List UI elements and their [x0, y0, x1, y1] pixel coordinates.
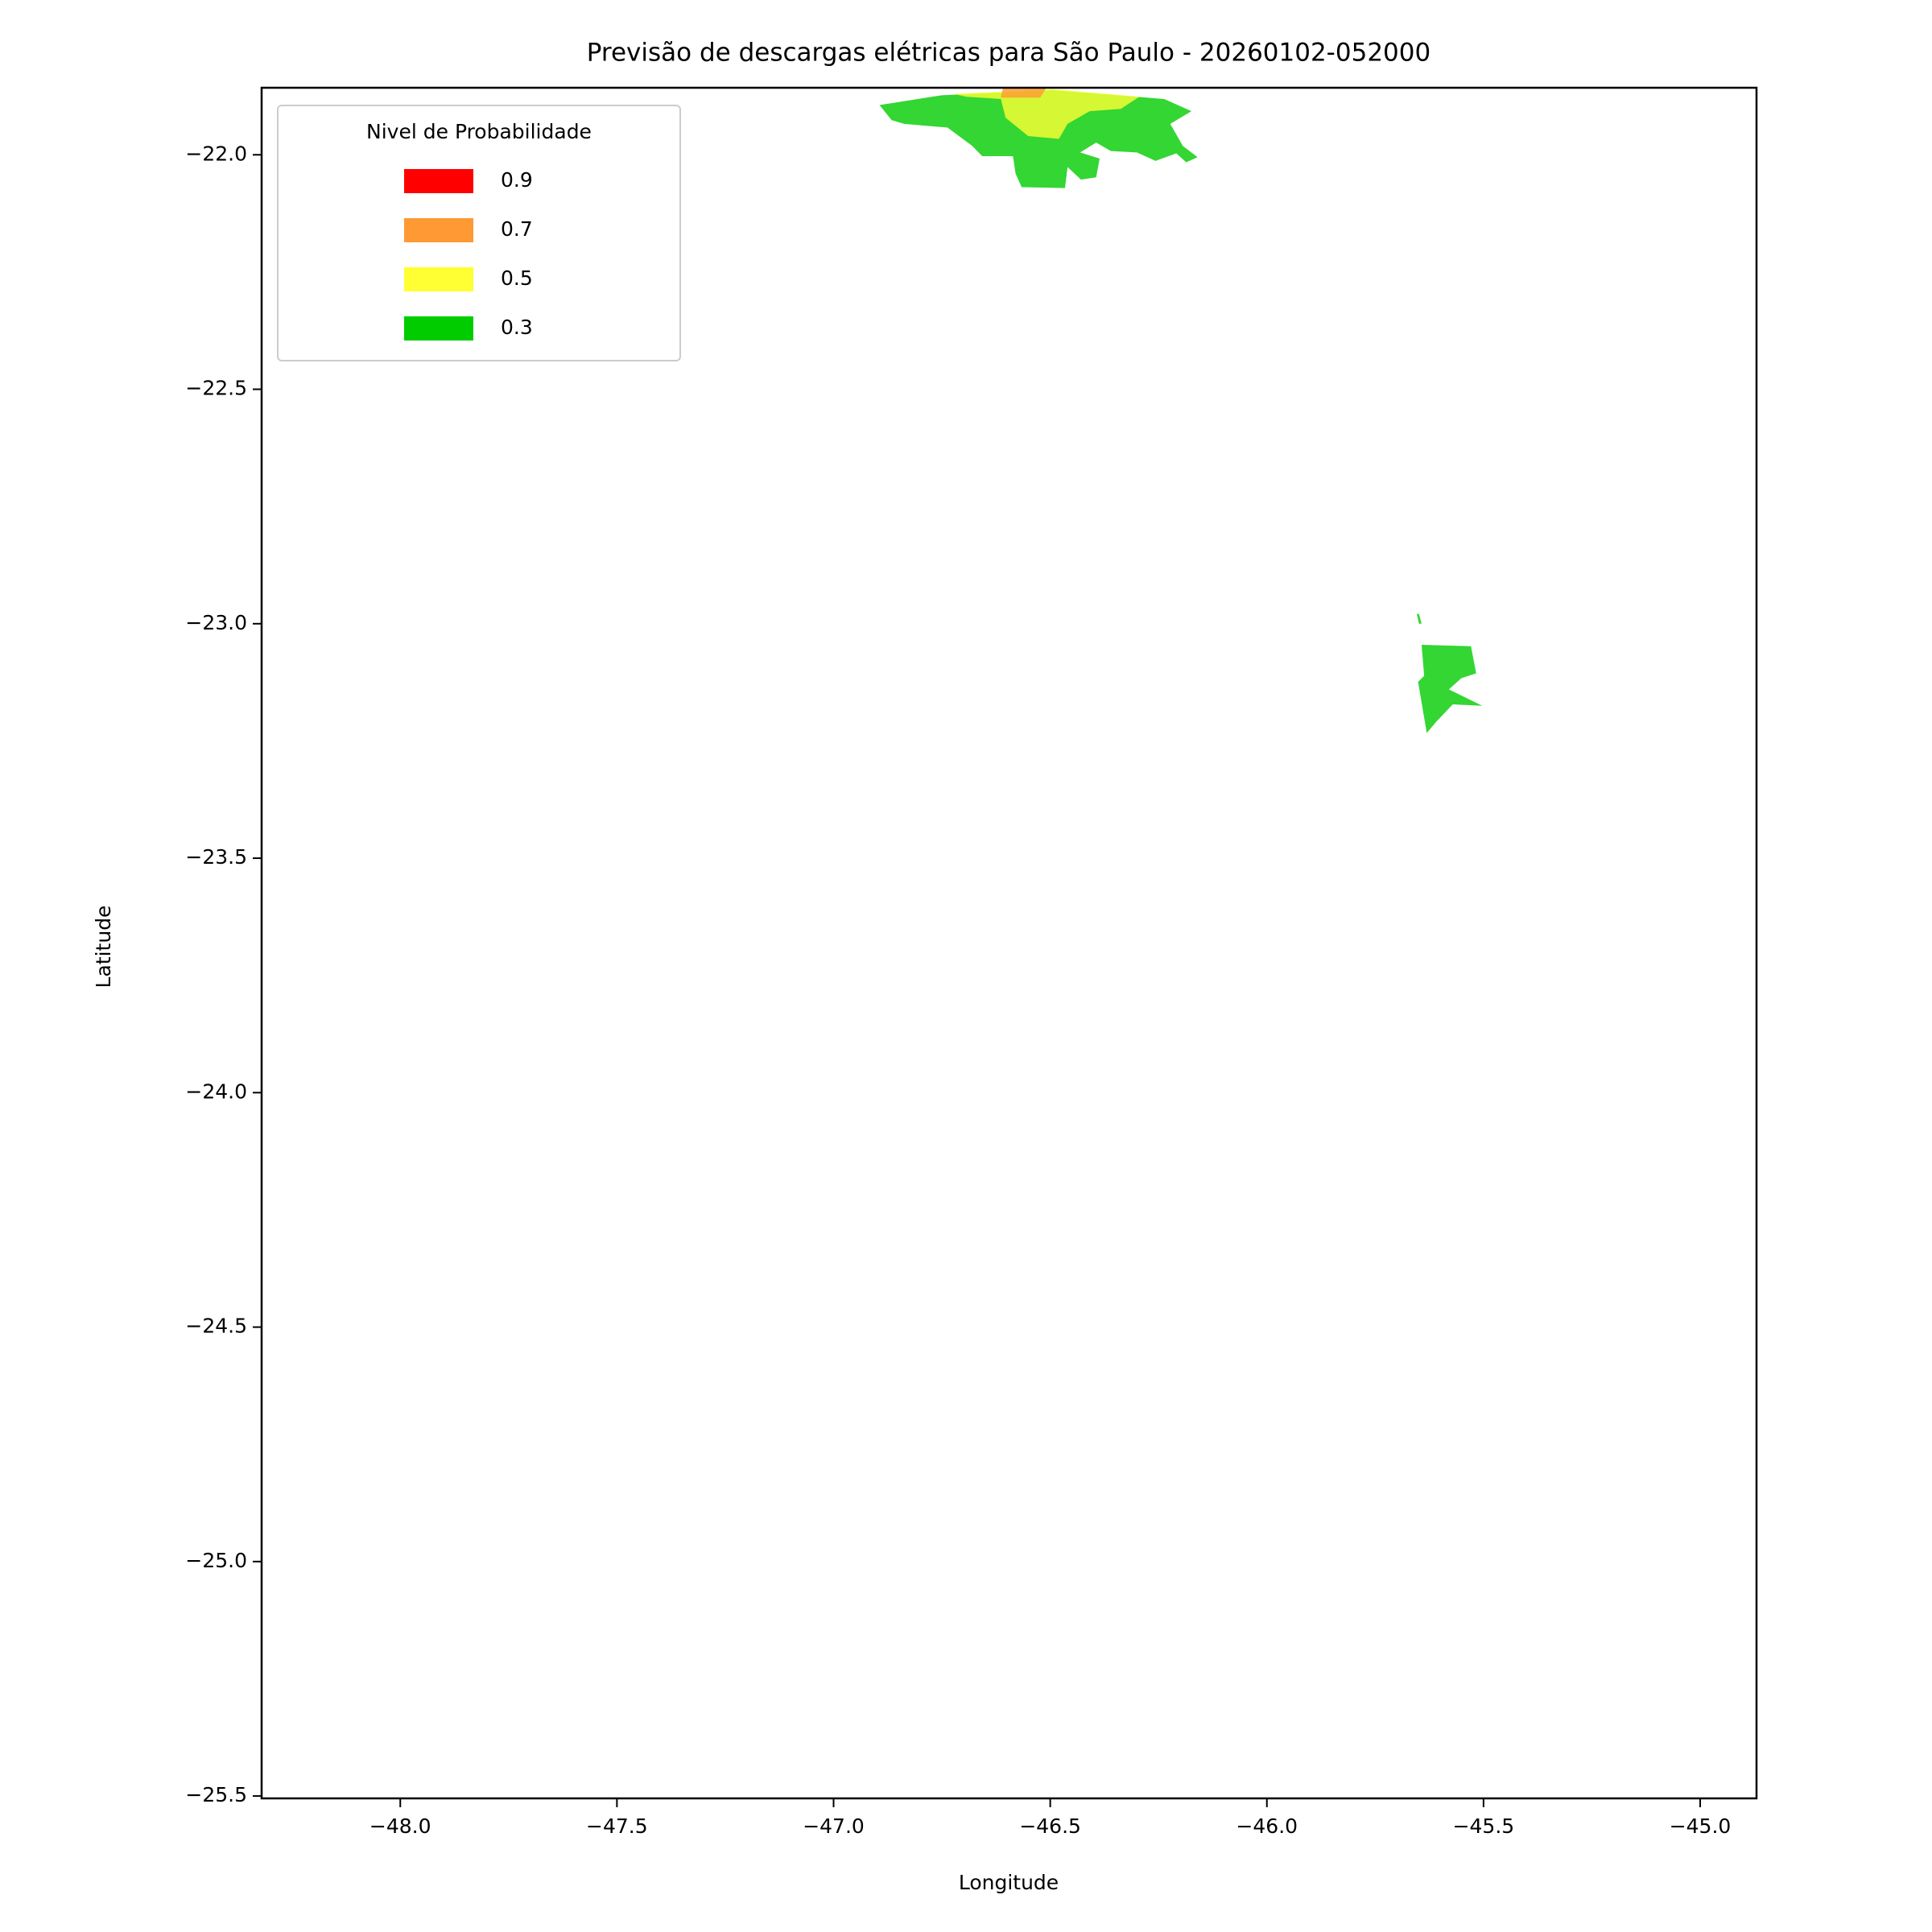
legend-title: Nivel de Probabilidade [366, 120, 592, 143]
y-tick-label: −24.5 [185, 1315, 247, 1338]
y-tick-label: −25.5 [185, 1783, 247, 1806]
x-tick-label: −48.0 [369, 1814, 431, 1838]
x-tick-label: −45.0 [1670, 1814, 1732, 1838]
x-tick-label: −46.5 [1019, 1814, 1081, 1838]
legend-swatch [404, 267, 473, 291]
legend-label: 0.5 [501, 266, 533, 290]
legend-swatch [404, 316, 473, 341]
y-tick-label: −23.0 [185, 611, 247, 634]
regions [879, 88, 1483, 733]
legend-box [277, 105, 681, 361]
y-tick-label: −23.5 [185, 845, 247, 869]
legend-label: 0.3 [501, 316, 533, 339]
x-axis-label: Longitude [959, 1871, 1059, 1894]
y-axis-label: Latitude [92, 906, 115, 989]
plot-frame [260, 86, 1758, 1800]
probability-region [953, 89, 1140, 139]
probability-region [1418, 645, 1483, 733]
probability-region [879, 89, 1198, 188]
chart-title: Previsão de descargas elétricas para São… [587, 39, 1430, 68]
x-tick-label: −47.0 [803, 1814, 865, 1838]
x-tick-label: −47.5 [586, 1814, 648, 1838]
legend-swatch [404, 218, 473, 242]
legend-swatch [404, 169, 473, 193]
y-tick-label: −22.5 [185, 377, 247, 400]
probability-region [1417, 613, 1422, 624]
probability-region [1001, 88, 1046, 98]
y-tick-label: −24.0 [185, 1080, 247, 1103]
y-tick-label: −22.0 [185, 142, 247, 165]
x-tick-label: −45.5 [1453, 1814, 1515, 1838]
y-tick-label: −25.0 [185, 1549, 247, 1572]
legend-label: 0.7 [501, 217, 533, 241]
x-tick-label: −46.0 [1236, 1814, 1298, 1838]
legend-label: 0.9 [501, 168, 533, 192]
